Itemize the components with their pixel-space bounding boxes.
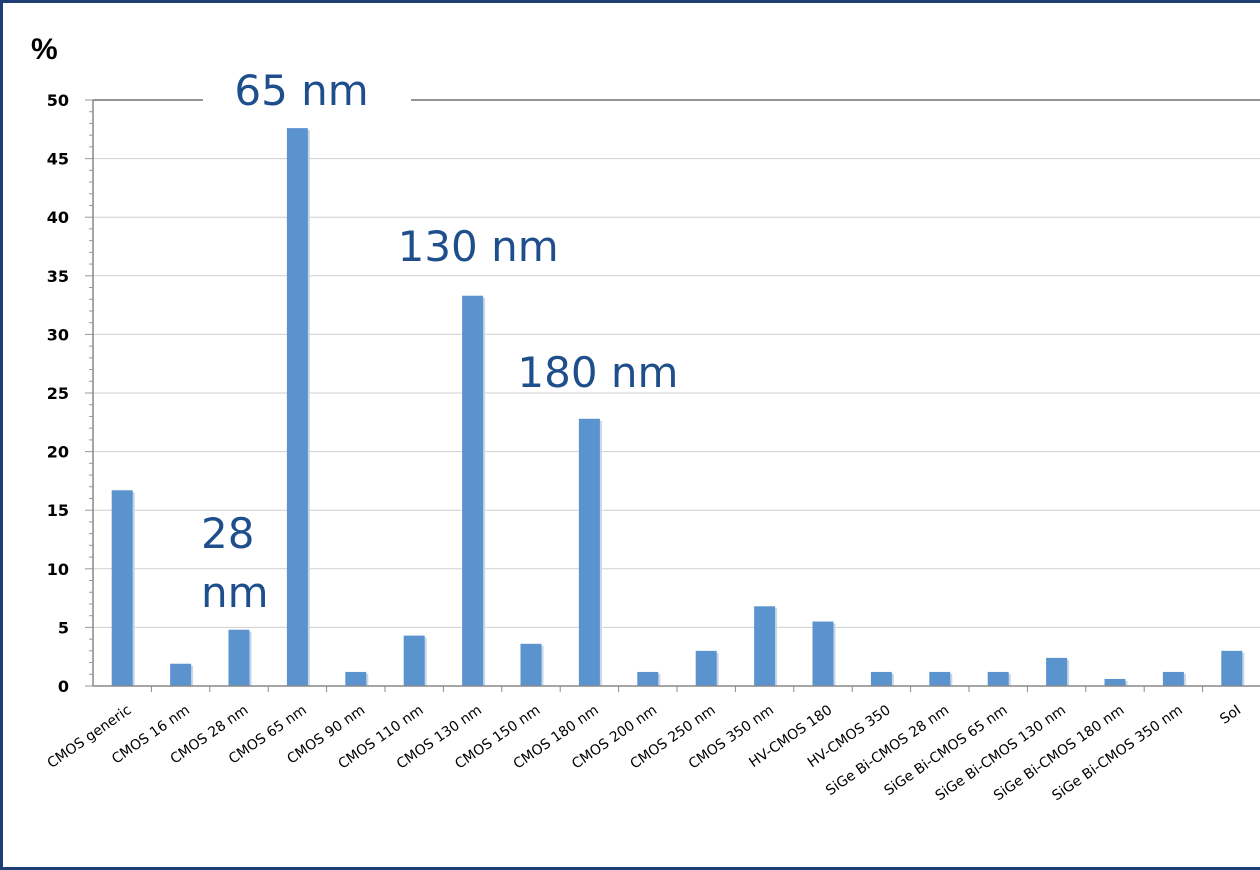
bar bbox=[111, 490, 133, 686]
bar bbox=[345, 671, 367, 686]
bar bbox=[1221, 650, 1243, 686]
y-tick-label: 50 bbox=[47, 91, 69, 110]
bar bbox=[403, 635, 425, 686]
callout-label: 180 nm bbox=[517, 348, 678, 397]
x-tick-label: SoI bbox=[1217, 702, 1244, 727]
callout-label: 28 bbox=[201, 509, 254, 558]
bar bbox=[637, 671, 659, 686]
y-tick-label: 20 bbox=[47, 443, 69, 462]
bar bbox=[987, 671, 1009, 686]
y-tick-label: 15 bbox=[47, 501, 69, 520]
bar bbox=[170, 663, 192, 686]
y-tick-label: 35 bbox=[47, 267, 69, 286]
bar bbox=[695, 650, 717, 686]
bar bbox=[520, 643, 542, 686]
y-tick-labels: 0 5 10 15 20 25 30 35 40 45 50 bbox=[47, 91, 69, 696]
bar bbox=[1046, 657, 1068, 686]
bar bbox=[812, 621, 834, 686]
minor-tick-marks bbox=[85, 99, 93, 687]
bars bbox=[111, 128, 1245, 686]
bar bbox=[1162, 671, 1184, 686]
bar bbox=[286, 128, 308, 686]
y-tick-label: 5 bbox=[58, 618, 69, 637]
y-tick-label: 0 bbox=[58, 677, 69, 696]
y-tick-label: 40 bbox=[47, 208, 69, 227]
bar bbox=[870, 671, 892, 686]
bar bbox=[929, 671, 951, 686]
y-tick-label: 45 bbox=[47, 150, 69, 169]
bar bbox=[462, 295, 484, 686]
y-tick-label: 10 bbox=[47, 560, 69, 579]
bar bbox=[1104, 678, 1126, 686]
y-tick-label: 25 bbox=[47, 384, 69, 403]
bar bbox=[578, 418, 600, 686]
y-axis-label: % bbox=[31, 33, 58, 66]
callouts: 65 nm 130 nm 180 nm 28 nm bbox=[201, 66, 678, 617]
callout-label: 130 nm bbox=[398, 222, 559, 271]
y-tick-label: 30 bbox=[47, 325, 69, 344]
callout-label: 65 nm bbox=[234, 66, 368, 115]
axes bbox=[92, 100, 1260, 687]
bar bbox=[228, 629, 250, 686]
callout-label: nm bbox=[201, 568, 269, 617]
bar bbox=[754, 606, 776, 686]
